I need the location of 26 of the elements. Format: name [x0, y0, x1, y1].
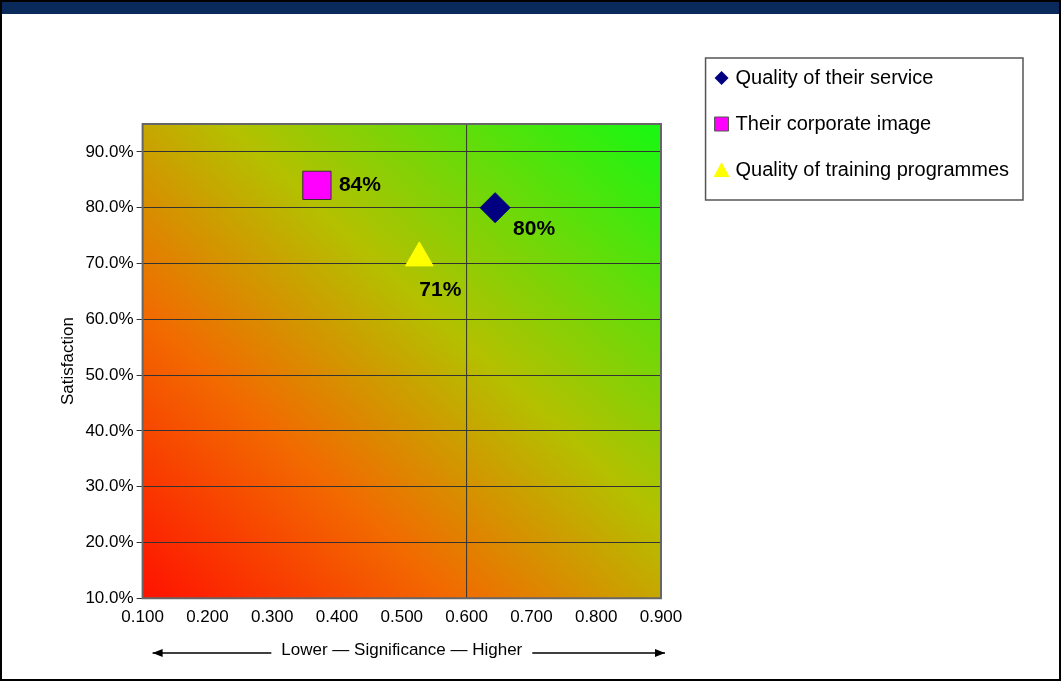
data-label: 84%	[338, 172, 382, 196]
y-tick-label: 70.0%	[85, 253, 134, 273]
x-tick-label: 0.600	[445, 607, 488, 627]
y-axis-title: Satisfaction	[57, 317, 77, 406]
x-tick-label: 0.900	[639, 607, 683, 627]
y-tick-label: 50.0%	[85, 364, 134, 384]
x-tick-label: 0.300	[250, 607, 294, 627]
y-tick-label: 40.0%	[85, 420, 134, 440]
data-label: 71%	[419, 276, 462, 300]
x-tick-label: 0.800	[574, 607, 618, 627]
y-tick-label: 10.0%	[85, 587, 134, 607]
x-tick-label: 0.700	[510, 607, 553, 627]
y-tick-label: 90.0%	[85, 141, 134, 161]
y-tick-label: 20.0%	[85, 532, 134, 552]
x-axis-title: Lower — Significance — Higher	[281, 640, 523, 660]
x-tick-label: 0.500	[380, 607, 424, 627]
x-tick-label: 0.200	[186, 607, 229, 627]
y-tick-label: 30.0%	[85, 476, 134, 496]
legend-label: Their corporate image	[735, 111, 932, 134]
x-tick-label: 0.400	[315, 607, 359, 627]
legend-label: Quality of their service	[735, 65, 934, 88]
y-tick-label: 60.0%	[85, 308, 134, 328]
legend-label: Quality of training programmes	[735, 157, 1010, 180]
x-tick-label: 0.100	[121, 607, 164, 627]
data-label: 80%	[513, 216, 556, 240]
y-tick-label: 80.0%	[85, 197, 134, 217]
